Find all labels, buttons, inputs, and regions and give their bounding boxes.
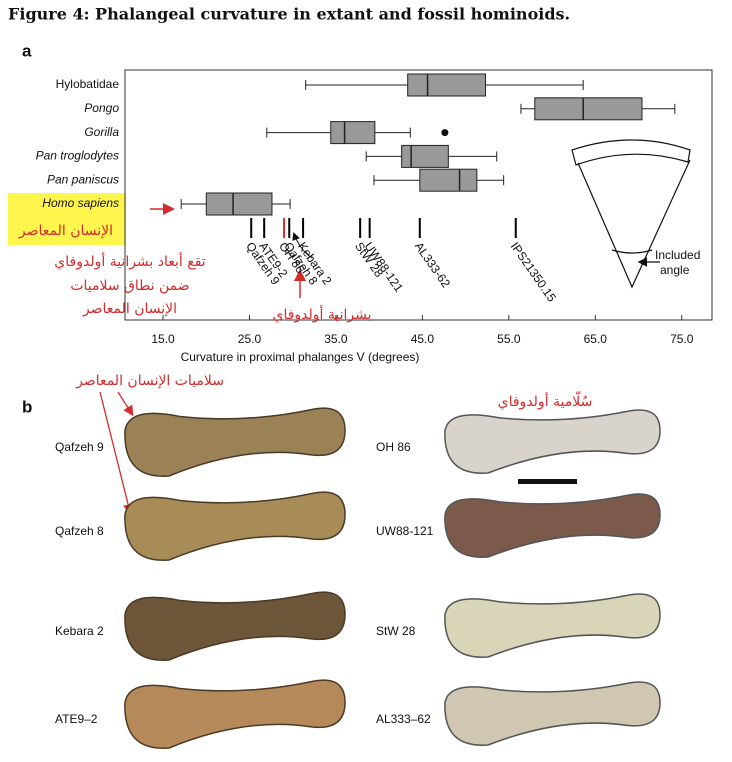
x-tick-label: 15.0: [151, 332, 175, 346]
diagram-label: angle: [660, 263, 690, 277]
angle-diagram: [571, 139, 691, 289]
specimen-label: Qafzeh 8: [55, 524, 104, 538]
box: [401, 144, 449, 168]
arrow: [99, 391, 134, 515]
outlier: [441, 129, 449, 137]
category-label: Gorilla: [84, 125, 119, 139]
fossil-label: AL333-62: [412, 240, 454, 291]
box: [205, 192, 273, 216]
category-label: Pongo: [84, 101, 119, 115]
annotation: ضمن نطاق سلاميات: [70, 278, 189, 294]
box: [330, 121, 376, 145]
phalanx-photo: [444, 409, 661, 474]
figure-title: Figure 4: Phalangeal curvature in extant…: [8, 5, 570, 24]
x-tick-label: 75.0: [670, 332, 694, 346]
phalanx-photo: [124, 491, 346, 561]
annotation: سلاميات الإنسان المعاصر: [75, 373, 224, 389]
specimen-label: Qafzeh 9: [55, 440, 104, 454]
specimen-label: Kebara 2: [55, 624, 104, 638]
box: [534, 97, 643, 121]
x-tick-label: 25.0: [238, 332, 262, 346]
annotation: الإنسان المعاصر: [82, 301, 177, 317]
scale-bar: [518, 479, 577, 484]
diagram-label: Included: [655, 248, 700, 262]
annotation: بشرانية أولدوفاي: [272, 305, 371, 323]
box: [419, 168, 478, 192]
phalanx-photo: [124, 591, 346, 661]
category-label: Homo sapiens: [42, 196, 119, 210]
specimen-label: OH 86: [376, 440, 411, 454]
x-tick-label: 55.0: [497, 332, 521, 346]
specimen-label: UW88-121: [376, 524, 434, 538]
phalanx-photo: [124, 679, 346, 749]
specimen-label: ATE9–2: [55, 712, 98, 726]
x-tick-label: 45.0: [411, 332, 435, 346]
highlight: [8, 193, 126, 245]
panel-label: b: [22, 397, 32, 416]
annotation: سُلّامية أولدوفاي: [498, 391, 593, 410]
annotation: تقع أبعاد بشرانية أولدوفاي: [54, 252, 205, 270]
x-axis-label: Curvature in proximal phalanges V (degre…: [181, 350, 420, 364]
specimen-label: StW 28: [376, 624, 416, 638]
box: [407, 73, 486, 97]
phalanx-photo: [124, 407, 346, 477]
phalanx-photo: [444, 593, 661, 658]
annotation: الإنسان المعاصر: [18, 223, 113, 239]
x-tick-label: 35.0: [324, 332, 348, 346]
plot-frame: [124, 69, 713, 321]
phalanx-photo: [444, 493, 661, 558]
category-label: Pan paniscus: [47, 172, 119, 186]
x-tick-label: 65.0: [584, 332, 608, 346]
arrow: [117, 391, 134, 417]
phalanx-photo: [444, 681, 661, 746]
fossil-label: IPS21350.15: [508, 240, 559, 305]
specimen-label: AL333–62: [376, 712, 431, 726]
panel-label: a: [22, 41, 32, 60]
category-label: Hylobatidae: [56, 77, 120, 91]
category-label: Pan troglodytes: [36, 149, 119, 163]
arrow: [292, 232, 313, 259]
